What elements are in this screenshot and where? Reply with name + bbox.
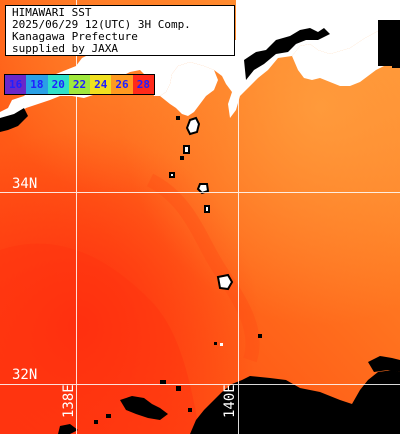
- current-eddy: [146, 173, 260, 363]
- land-niijima: [196, 183, 210, 195]
- land-kozushima: [204, 205, 210, 213]
- title-line-product: HIMAWARI SST: [12, 6, 92, 19]
- title-line-region: Kanagawa Prefecture: [12, 30, 138, 43]
- scale-cell-16: 16: [5, 75, 27, 94]
- scale-cell-24: 24: [90, 75, 112, 94]
- warm-current-streak: [0, 243, 200, 434]
- scale-cell-18: 18: [26, 75, 48, 94]
- lat-label-34n: 34N: [12, 176, 38, 192]
- lon-label-140e: 140E: [222, 384, 238, 418]
- land-izu-peninsula: [160, 62, 218, 116]
- scale-cell-20: 20: [47, 75, 69, 94]
- land-miyakejima: [216, 273, 234, 291]
- sst-color-scale: 16 18 20 22 24 26 28: [4, 74, 155, 95]
- scale-cell-22: 22: [68, 75, 91, 94]
- scale-cell-26: 26: [111, 75, 133, 94]
- lon-label-138e: 138E: [61, 384, 77, 418]
- scale-cell-28: 28: [132, 75, 154, 94]
- land-toshima: [183, 145, 190, 154]
- title-line-datetime: 2025/06/29 12(UTC) 3H Comp.: [12, 18, 191, 31]
- title-line-credit: supplied by JAXA: [12, 42, 118, 55]
- lat-label-32n: 32N: [12, 367, 38, 383]
- land-small-island: [169, 172, 175, 178]
- land-izu-oshima: [185, 116, 201, 136]
- land-boso-peninsula: [292, 20, 400, 86]
- map-title-box: HIMAWARI SST 2025/06/29 12(UTC) 3H Comp.…: [5, 5, 235, 56]
- land-mikurajima: [220, 343, 223, 346]
